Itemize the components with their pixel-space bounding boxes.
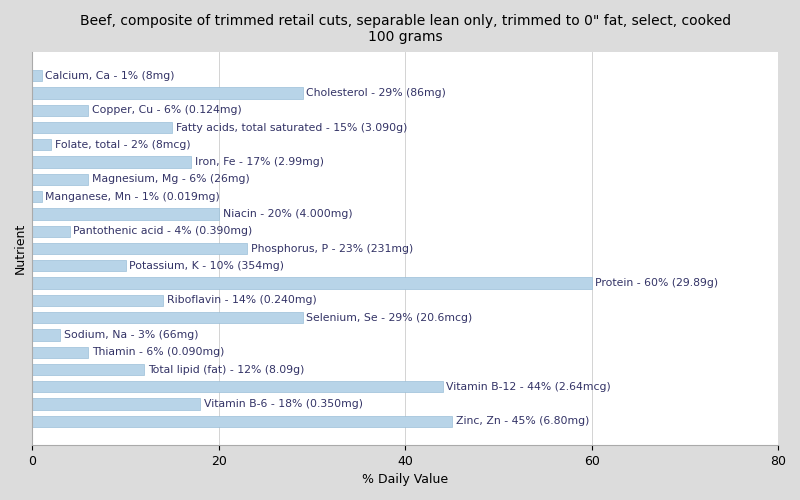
- Bar: [33, 364, 144, 375]
- Bar: [33, 122, 172, 133]
- Bar: [33, 260, 126, 272]
- Bar: [33, 346, 88, 358]
- Text: Pantothenic acid - 4% (0.390mg): Pantothenic acid - 4% (0.390mg): [74, 226, 253, 236]
- Bar: [33, 330, 61, 340]
- Text: Iron, Fe - 17% (2.99mg): Iron, Fe - 17% (2.99mg): [194, 157, 324, 167]
- Text: Cholesterol - 29% (86mg): Cholesterol - 29% (86mg): [306, 88, 446, 98]
- Text: Sodium, Na - 3% (66mg): Sodium, Na - 3% (66mg): [64, 330, 198, 340]
- Y-axis label: Nutrient: Nutrient: [14, 223, 27, 274]
- Text: Thiamin - 6% (0.090mg): Thiamin - 6% (0.090mg): [92, 347, 225, 357]
- Text: Total lipid (fat) - 12% (8.09g): Total lipid (fat) - 12% (8.09g): [148, 364, 304, 374]
- Bar: [33, 243, 247, 254]
- Bar: [33, 70, 42, 82]
- Bar: [33, 88, 302, 99]
- Text: Phosphorus, P - 23% (231mg): Phosphorus, P - 23% (231mg): [250, 244, 413, 254]
- Bar: [33, 191, 42, 202]
- Bar: [33, 312, 302, 324]
- X-axis label: % Daily Value: % Daily Value: [362, 473, 448, 486]
- Bar: [33, 156, 191, 168]
- Text: Fatty acids, total saturated - 15% (3.090g): Fatty acids, total saturated - 15% (3.09…: [176, 122, 407, 132]
- Text: Protein - 60% (29.89g): Protein - 60% (29.89g): [595, 278, 718, 288]
- Text: Riboflavin - 14% (0.240mg): Riboflavin - 14% (0.240mg): [166, 296, 317, 306]
- Text: Vitamin B-12 - 44% (2.64mcg): Vitamin B-12 - 44% (2.64mcg): [446, 382, 611, 392]
- Bar: [33, 174, 88, 185]
- Bar: [33, 416, 452, 427]
- Bar: [33, 398, 200, 409]
- Bar: [33, 139, 51, 150]
- Text: Vitamin B-6 - 18% (0.350mg): Vitamin B-6 - 18% (0.350mg): [204, 399, 363, 409]
- Text: Zinc, Zn - 45% (6.80mg): Zinc, Zn - 45% (6.80mg): [456, 416, 589, 426]
- Text: Potassium, K - 10% (354mg): Potassium, K - 10% (354mg): [130, 261, 284, 271]
- Title: Beef, composite of trimmed retail cuts, separable lean only, trimmed to 0" fat, : Beef, composite of trimmed retail cuts, …: [80, 14, 731, 44]
- Text: Manganese, Mn - 1% (0.019mg): Manganese, Mn - 1% (0.019mg): [46, 192, 220, 202]
- Bar: [33, 381, 442, 392]
- Bar: [33, 226, 70, 237]
- Text: Magnesium, Mg - 6% (26mg): Magnesium, Mg - 6% (26mg): [92, 174, 250, 184]
- Bar: [33, 278, 592, 288]
- Text: Folate, total - 2% (8mcg): Folate, total - 2% (8mcg): [55, 140, 190, 150]
- Text: Calcium, Ca - 1% (8mg): Calcium, Ca - 1% (8mg): [46, 70, 175, 81]
- Bar: [33, 104, 88, 116]
- Text: Niacin - 20% (4.000mg): Niacin - 20% (4.000mg): [222, 209, 352, 219]
- Text: Copper, Cu - 6% (0.124mg): Copper, Cu - 6% (0.124mg): [92, 105, 242, 115]
- Text: Selenium, Se - 29% (20.6mcg): Selenium, Se - 29% (20.6mcg): [306, 312, 473, 322]
- Bar: [33, 208, 219, 220]
- Bar: [33, 295, 163, 306]
